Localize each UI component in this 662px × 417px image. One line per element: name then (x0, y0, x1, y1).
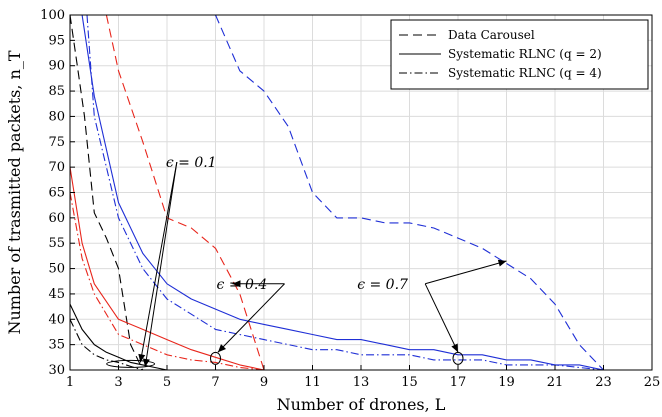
y-tick-label: 45 (48, 287, 65, 302)
series-line (69, 319, 143, 371)
y-tick-label: 70 (48, 160, 65, 175)
annotation-arrow (139, 161, 178, 363)
y-tick-label: 80 (48, 109, 65, 124)
legend-label: Systematic RLNC (q = 4) (448, 66, 602, 80)
x-tick-label: 1 (66, 375, 74, 390)
annotation-ellipse (210, 351, 221, 365)
annotation-arrow (217, 283, 285, 353)
x-tick-label: 7 (211, 375, 219, 390)
x-tick-label: 17 (450, 375, 467, 390)
annotation-ellipse (452, 351, 464, 365)
series-line (81, 14, 652, 371)
legend-label: Systematic RLNC (q = 2) (448, 47, 602, 61)
annotation-label: ϵ = 0.4 (217, 277, 268, 293)
x-tick-label: 21 (547, 375, 564, 390)
y-tick-label: 50 (48, 262, 65, 277)
y-tick-label: 100 (40, 8, 65, 23)
annotation-label: ϵ = 0.7 (357, 277, 408, 293)
y-tick-label: 75 (48, 135, 65, 150)
y-axis-label: Number of trasmitted packets, n_T (5, 50, 24, 334)
annotation-arrow (144, 161, 178, 368)
y-tick-label: 85 (48, 84, 65, 99)
series-line (69, 303, 168, 371)
annotation-arrowhead (138, 353, 146, 363)
annotations: ϵ = 0.1 ϵ = 0.4 ϵ = 0.7 (106, 155, 507, 368)
annotation-arrowhead (451, 343, 458, 353)
y-tick-label: 40 (48, 312, 65, 327)
annotation-arrow (424, 283, 459, 353)
y-tick-label: 30 (48, 363, 65, 378)
x-tick-label: 11 (304, 375, 321, 390)
legend: Data Carousel Systematic RLNC (q = 2) Syst… (390, 19, 649, 90)
series-line (105, 14, 265, 371)
annotation-arrow (425, 260, 507, 285)
y-tick-label: 90 (48, 59, 65, 74)
x-tick-label: 15 (401, 375, 418, 390)
x-tick-label: 19 (498, 375, 515, 390)
x-tick-label: 13 (353, 375, 370, 390)
y-tick-label: 60 (48, 211, 65, 226)
series-line (69, 192, 652, 371)
tick-labels: 1 3 5 7 9 11 13 15 17 19 21 23 253035404550556065707… (40, 8, 660, 390)
series-line (69, 14, 144, 371)
annotation-arrowhead (142, 358, 150, 367)
series-line (69, 167, 652, 371)
series-line (214, 14, 604, 371)
series-lines (69, 14, 652, 371)
x-tick-label: 9 (260, 375, 268, 390)
annotation-arrowhead (232, 280, 241, 288)
annotation-label: ϵ = 0.1 (166, 155, 217, 171)
x-tick-label: 25 (644, 375, 661, 390)
series-line (86, 14, 652, 371)
annotation-arrowhead (497, 259, 507, 267)
x-tick-label: 5 (163, 375, 171, 390)
x-tick-label: 3 (114, 375, 122, 390)
x-axis-label: Number of drones, L (277, 395, 446, 414)
legend-label: Data Carousel (448, 28, 535, 42)
annotation-arrowhead (217, 344, 227, 353)
y-tick-label: 35 (48, 338, 65, 353)
annotation-ellipse (106, 359, 156, 368)
y-tick-label: 55 (48, 236, 65, 251)
x-tick-label: 23 (595, 375, 612, 390)
y-tick-label: 95 (48, 33, 65, 48)
y-tick-label: 65 (48, 186, 65, 201)
